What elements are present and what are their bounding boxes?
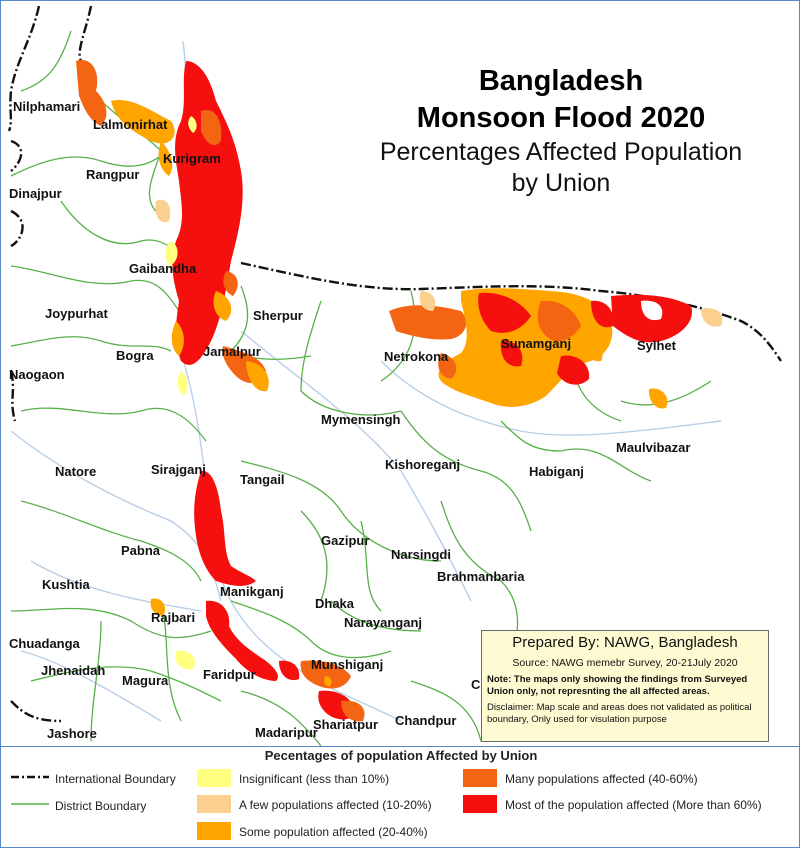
district-label-netrokona: Netrokona xyxy=(384,349,449,364)
disclaimer-text: Disclaimer: Map scale and areas does not… xyxy=(487,702,752,725)
legend-swatch-few xyxy=(197,795,231,813)
district-label-kurigram: Kurigram xyxy=(163,151,221,166)
rivers xyxy=(10,40,722,722)
source-text: Source: NAWG memebr Survey, 20-21July 20… xyxy=(512,657,738,669)
legend-label-insignificant: Insignificant (less than 10%) xyxy=(239,772,390,786)
map-title: Bangladesh xyxy=(478,65,644,97)
district-label-dhaka: Dhaka xyxy=(315,596,355,611)
district-label-natore: Natore xyxy=(55,464,97,479)
district-label-sunamganj: Sunamganj xyxy=(501,336,572,351)
legend-label-few: A few populations affected (10-20%) xyxy=(239,798,432,812)
district-label-magura: Magura xyxy=(122,673,169,688)
district-label-kishoreganj: Kishoreganj xyxy=(385,457,461,472)
legend-swatch-insignificant xyxy=(197,769,231,787)
district-label-bogra: Bogra xyxy=(116,348,154,363)
prepared-by-text: Prepared By: NAWG, Bangladesh xyxy=(512,634,738,651)
district-label-narsingdi: Narsingdi xyxy=(391,547,451,562)
affected-area-northeast xyxy=(389,288,723,409)
legend-swatch-most xyxy=(463,795,497,813)
legend-label-many: Many populations affected (40-60%) xyxy=(505,772,698,786)
legend-label-international-boundary: International Boundary xyxy=(55,772,176,786)
credit-box: Prepared By: NAWG, Bangladesh Source: NA… xyxy=(481,630,769,742)
district-label-chandpur: Chandpur xyxy=(395,713,457,728)
district-label-kushtia: Kushtia xyxy=(42,577,90,592)
district-label-sherpur: Sherpur xyxy=(253,308,303,323)
district-label-chuadanga: Chuadanga xyxy=(9,636,80,651)
international-boundary-symbol xyxy=(11,775,49,779)
district-label-tangail: Tangail xyxy=(240,472,285,487)
district-label-gazipur: Gazipur xyxy=(321,533,370,548)
district-label-lalmonirhat: Lalmonirhat xyxy=(93,117,168,132)
map-title-line-2: Monsoon Flood 2020 xyxy=(416,102,706,134)
district-label-shariatpur: Shariatpur xyxy=(313,717,379,732)
affected-area-north-corridor xyxy=(76,60,269,396)
international-boundary xyxy=(7,5,782,723)
map-subtitle-line-2: by Union xyxy=(511,169,611,197)
district-label-partial: C xyxy=(471,677,481,692)
district-label-dinajpur: Dinajpur xyxy=(9,186,62,201)
legend-label-most: Most of the population affected (More th… xyxy=(505,798,762,812)
district-label-rangpur: Rangpur xyxy=(86,167,140,182)
district-label-brahmanbaria: Brahmanbaria xyxy=(437,569,525,584)
district-label-manikganj: Manikganj xyxy=(220,584,284,599)
title-block: Bangladesh Monsoon Flood 2020 Percentage… xyxy=(341,63,781,199)
legend-swatch-many xyxy=(463,769,497,787)
flood-map xyxy=(7,5,782,746)
district-label-sirajganj: Sirajganj xyxy=(151,462,206,477)
district-label-joypurhat: Joypurhat xyxy=(45,306,108,321)
legend-swatch-some xyxy=(197,822,231,840)
district-label-gaibandha: Gaibandha xyxy=(129,261,197,276)
district-label-jamalpur: Jamalpur xyxy=(203,344,261,359)
district-label-habiganj: Habiganj xyxy=(529,464,584,479)
district-label-nilphamari: Nilphamari xyxy=(13,99,81,114)
district-label-sylhet: Sylhet xyxy=(637,338,677,353)
note-text: Note: The maps only showing the findings… xyxy=(487,674,748,697)
district-label-maulvibazar: Maulvibazar xyxy=(616,440,691,455)
district-label-rajbari: Rajbari xyxy=(151,610,196,625)
legend-label-district-boundary: District Boundary xyxy=(55,799,147,813)
district-label-narayanganj: Narayanganj xyxy=(344,615,423,630)
district-label-jhenaidah: Jhenaidah xyxy=(41,663,106,678)
legend: Pecentages of population Affected by Uni… xyxy=(1,746,799,847)
district-label-mymensingh: Mymensingh xyxy=(321,412,401,427)
legend-label-some: Some population affected (20-40%) xyxy=(239,825,428,839)
district-label-jashore: Jashore xyxy=(47,726,97,741)
district-label-pabna: Pabna xyxy=(121,543,161,558)
legend-title: Pecentages of population Affected by Uni… xyxy=(264,748,538,763)
district-label-madaripur: Madaripur xyxy=(255,725,318,740)
district-label-naogaon: Naogaon xyxy=(9,367,65,382)
map-subtitle: Percentages Affected Population xyxy=(379,138,743,166)
affected-area-south xyxy=(150,470,365,722)
district-boundary-symbol xyxy=(11,803,49,805)
district-label-faridpur: Faridpur xyxy=(203,667,256,682)
district-label-munshiganj: Munshiganj xyxy=(311,657,384,672)
